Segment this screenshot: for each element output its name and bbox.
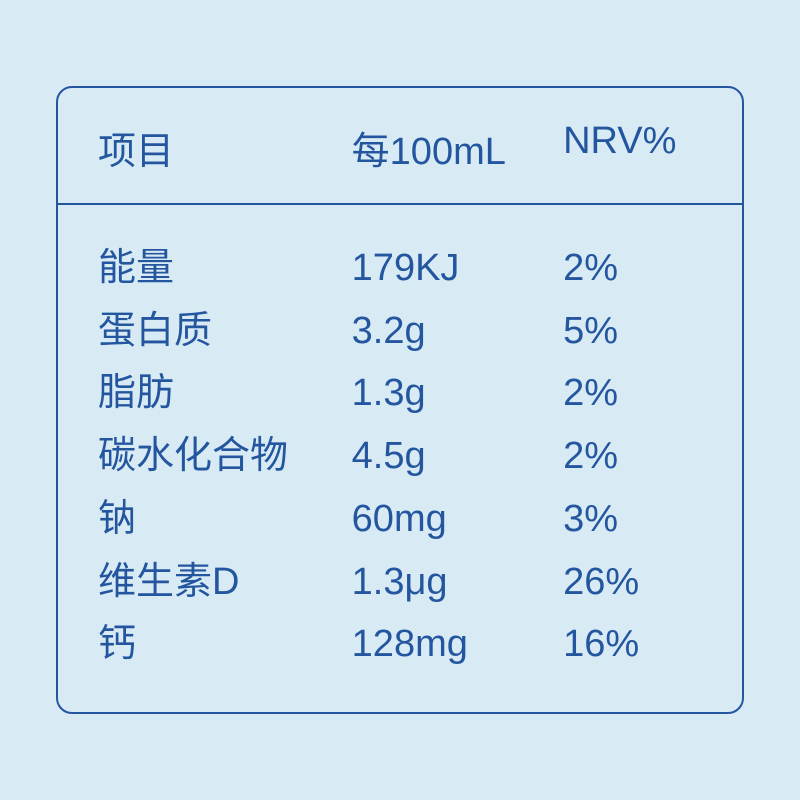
nutrition-table: 项目 每100mL NRV% 能量 179KJ 2% 蛋白质 3.2g 5% 脂… bbox=[56, 86, 744, 714]
table-row: 碳水化合物 4.5g 2% bbox=[98, 425, 702, 488]
header-item: 项目 bbox=[98, 120, 352, 175]
table-row: 钙 128mg 16% bbox=[98, 613, 702, 676]
table-row: 维生素D 1.3μg 26% bbox=[98, 551, 702, 614]
nutrient-amount: 60mg bbox=[352, 488, 563, 551]
header-per100ml: 每100mL bbox=[352, 120, 563, 175]
nutrient-nrv: 26% bbox=[563, 551, 702, 614]
nutrient-amount: 128mg bbox=[352, 613, 563, 676]
nutrient-name: 蛋白质 bbox=[98, 300, 352, 363]
nutrient-nrv: 2% bbox=[563, 362, 702, 425]
nutrient-amount: 1.3g bbox=[352, 362, 563, 425]
nutrient-amount: 3.2g bbox=[352, 300, 563, 363]
nutrient-name: 碳水化合物 bbox=[98, 425, 352, 488]
header-nrv: NRV% bbox=[563, 120, 702, 175]
table-row: 脂肪 1.3g 2% bbox=[98, 362, 702, 425]
nutrient-name: 钙 bbox=[98, 613, 352, 676]
nutrient-name: 维生素D bbox=[98, 551, 352, 614]
table-body: 能量 179KJ 2% 蛋白质 3.2g 5% 脂肪 1.3g 2% 碳水化合物… bbox=[58, 205, 742, 712]
nutrient-amount: 4.5g bbox=[352, 425, 563, 488]
table-row: 能量 179KJ 2% bbox=[98, 237, 702, 300]
nutrient-amount: 179KJ bbox=[352, 237, 563, 300]
nutrient-nrv: 16% bbox=[563, 613, 702, 676]
table-header-row: 项目 每100mL NRV% bbox=[58, 88, 742, 205]
nutrient-amount: 1.3μg bbox=[352, 551, 563, 614]
nutrient-nrv: 3% bbox=[563, 488, 702, 551]
nutrient-name: 脂肪 bbox=[98, 362, 352, 425]
nutrient-name: 能量 bbox=[98, 237, 352, 300]
nutrient-nrv: 2% bbox=[563, 237, 702, 300]
table-row: 蛋白质 3.2g 5% bbox=[98, 300, 702, 363]
nutrient-nrv: 2% bbox=[563, 425, 702, 488]
nutrient-name: 钠 bbox=[98, 488, 352, 551]
table-row: 钠 60mg 3% bbox=[98, 488, 702, 551]
nutrient-nrv: 5% bbox=[563, 300, 702, 363]
